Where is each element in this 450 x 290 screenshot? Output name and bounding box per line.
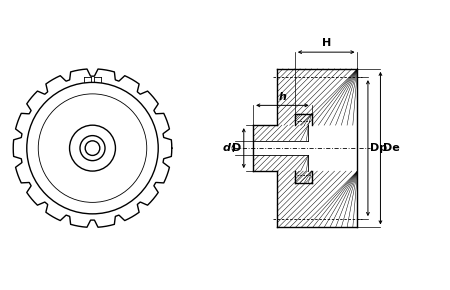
Text: De: De bbox=[382, 143, 399, 153]
Text: h: h bbox=[279, 92, 286, 102]
Text: Dp: Dp bbox=[370, 143, 387, 153]
Text: d: d bbox=[222, 143, 230, 153]
Text: H: H bbox=[322, 38, 331, 48]
Text: D: D bbox=[233, 143, 242, 153]
